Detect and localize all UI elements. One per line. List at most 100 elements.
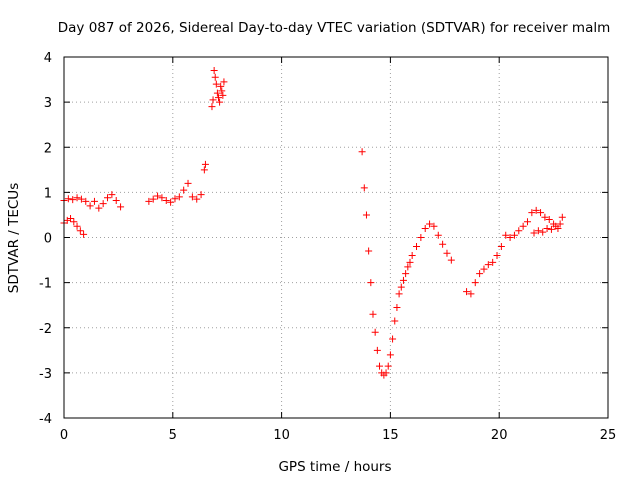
data-point <box>367 279 375 287</box>
data-point <box>104 194 112 202</box>
data-point <box>212 80 220 88</box>
data-point <box>515 227 523 235</box>
data-point <box>373 346 381 354</box>
data-point <box>162 196 170 204</box>
data-point <box>384 362 392 370</box>
data-point <box>493 252 501 260</box>
grid-layer <box>64 57 608 418</box>
data-point <box>95 204 103 212</box>
data-point <box>489 258 497 266</box>
data-point <box>552 222 560 230</box>
data-point <box>365 247 373 255</box>
data-point <box>391 317 399 325</box>
series-segment-c <box>145 179 205 206</box>
y-tick-label: -2 <box>39 322 52 337</box>
data-point <box>200 166 208 174</box>
data-point <box>408 252 416 260</box>
data-point <box>397 283 405 291</box>
data-point <box>149 195 157 203</box>
data-point <box>171 195 179 203</box>
data-point <box>175 193 183 201</box>
data-point <box>484 261 492 269</box>
data-point <box>547 225 555 233</box>
data-point <box>545 215 553 223</box>
y-tick-label: 3 <box>44 96 52 111</box>
y-tick-label: -4 <box>39 412 52 427</box>
data-point <box>395 290 403 298</box>
data-point <box>539 228 547 236</box>
series-segment-f <box>358 148 455 379</box>
data-point <box>64 195 72 203</box>
data-point <box>188 193 196 201</box>
data-point <box>197 191 205 199</box>
data-point <box>77 195 85 203</box>
series-segment-a-lower <box>60 215 88 238</box>
series-segment-b <box>86 191 125 212</box>
data-point <box>426 220 434 228</box>
data-point <box>86 202 94 210</box>
data-point <box>471 279 479 287</box>
data-point <box>463 288 471 296</box>
data-point <box>439 240 447 248</box>
data-point <box>82 197 90 205</box>
y-tick-label: -1 <box>39 277 52 292</box>
data-point <box>447 256 455 264</box>
x-tick-labels: 0 5 10 15 20 25 <box>60 428 616 443</box>
data-point <box>399 276 407 284</box>
data-point <box>497 243 505 251</box>
data-point <box>558 213 566 221</box>
data-point <box>523 218 531 226</box>
series-segment-g-lower <box>530 220 564 237</box>
data-point <box>360 184 368 192</box>
data-point <box>434 231 442 239</box>
data-point <box>528 209 536 217</box>
data-point <box>532 206 540 214</box>
y-tick-label: 4 <box>44 51 52 66</box>
data-point <box>216 98 224 106</box>
data-point <box>413 243 421 251</box>
data-point <box>73 222 81 230</box>
data-point <box>530 229 538 237</box>
data-point <box>537 209 545 217</box>
data-point <box>180 186 188 194</box>
data-point <box>69 196 77 204</box>
series-segment-e <box>208 67 228 111</box>
data-point <box>476 270 484 278</box>
data-point <box>99 200 107 208</box>
data-point <box>214 94 222 102</box>
data-point <box>217 82 225 90</box>
data-point <box>167 198 175 206</box>
data-point <box>213 89 221 97</box>
x-tick-label: 15 <box>382 428 399 443</box>
data-point <box>358 148 366 156</box>
data-point <box>404 263 412 271</box>
data-point <box>362 211 370 219</box>
data-point <box>154 192 162 200</box>
data-point <box>502 231 510 239</box>
data-point <box>208 103 216 111</box>
data-point <box>211 73 219 81</box>
data-point <box>218 87 226 95</box>
x-tick-label: 20 <box>491 428 508 443</box>
data-point <box>76 227 84 235</box>
data-point <box>201 160 209 168</box>
data-point <box>112 196 120 204</box>
data-point <box>158 194 166 202</box>
data-point <box>406 258 414 266</box>
y-tick-label: 2 <box>44 141 52 156</box>
data-point <box>519 222 527 230</box>
data-point <box>541 213 549 221</box>
data-point <box>376 362 384 370</box>
x-tick-label: 5 <box>169 428 177 443</box>
data-point <box>393 303 401 311</box>
data-point <box>534 227 542 235</box>
data-point <box>145 197 153 205</box>
data-point <box>430 222 438 230</box>
data-point <box>193 195 201 203</box>
data-point <box>543 224 551 232</box>
data-point <box>556 220 564 228</box>
series-segment-g <box>463 206 566 298</box>
data-point <box>467 290 475 298</box>
data-point <box>369 310 377 318</box>
